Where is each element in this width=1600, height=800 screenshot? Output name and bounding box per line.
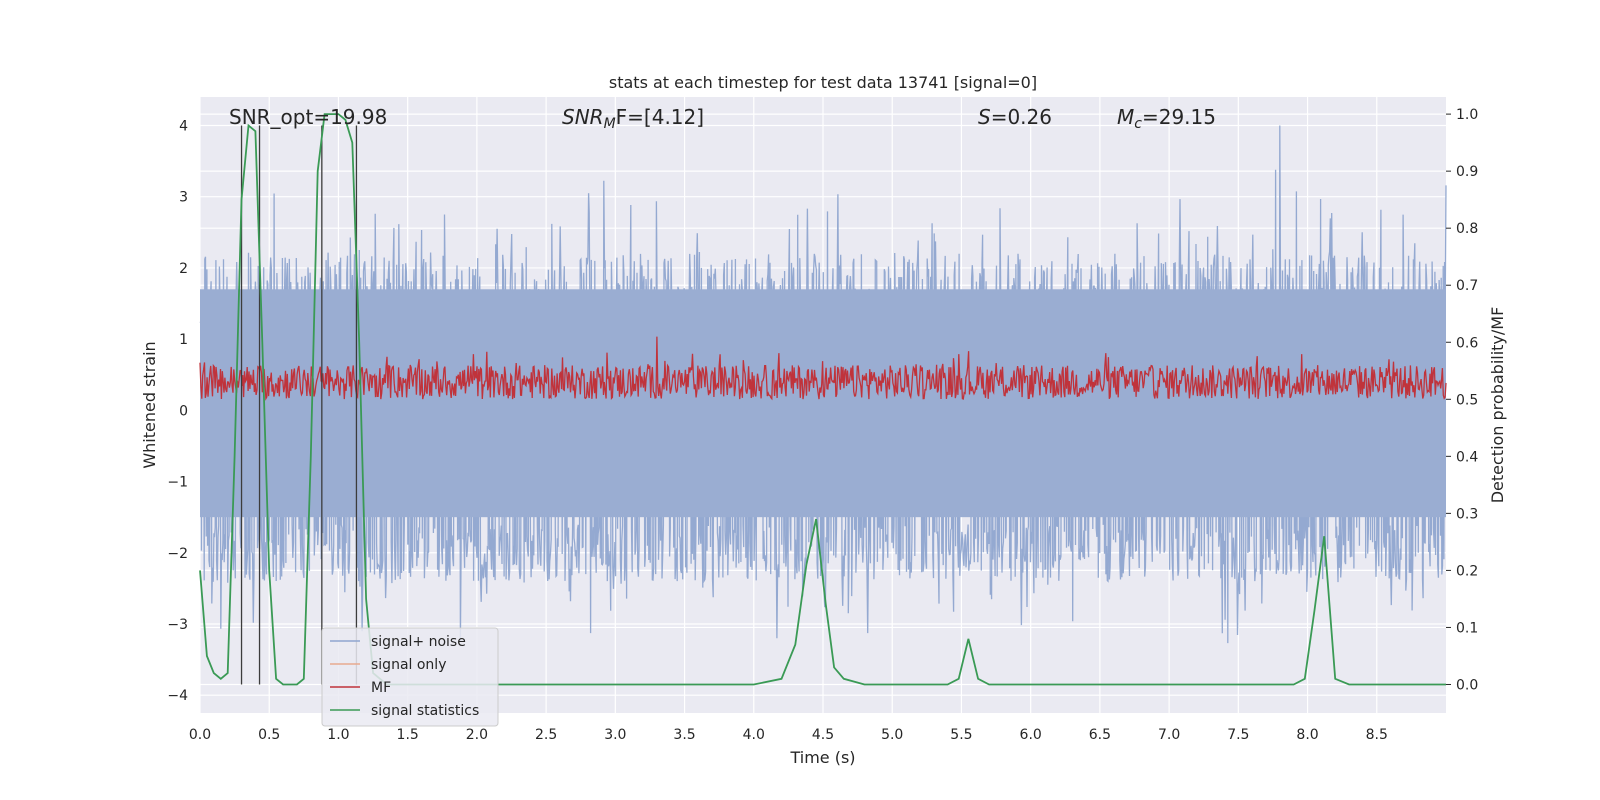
x-tick-label-8: 4.0 bbox=[743, 727, 765, 743]
x-tick-label-2: 1.0 bbox=[327, 727, 349, 743]
mf-series bbox=[199, 336, 1447, 401]
x-axis-label: Time (s) bbox=[789, 748, 855, 767]
y-left-tick-label-2: 2 bbox=[179, 261, 188, 277]
x-tick-label-3: 1.5 bbox=[397, 727, 419, 743]
legend-label-mf: MF bbox=[371, 680, 391, 696]
y-left-tick-label-8: −4 bbox=[167, 688, 188, 704]
y-left-tick-label-7: −3 bbox=[167, 617, 188, 633]
annotation-s: S=0.26 bbox=[978, 105, 1052, 129]
x-tick-label-5: 2.5 bbox=[535, 727, 557, 743]
y-right-tick-label-3: 0.7 bbox=[1456, 278, 1478, 294]
x-tick-label-17: 8.5 bbox=[1366, 727, 1388, 743]
y-left-tick-label-1: 3 bbox=[179, 190, 188, 206]
annotation-snr-opt: SNR_opt=19.98 bbox=[229, 105, 387, 129]
x-tick-label-13: 6.5 bbox=[1089, 727, 1111, 743]
signal-noise-band bbox=[200, 289, 1446, 518]
legend-label-signal-statistics: signal statistics bbox=[371, 703, 479, 719]
legend-box bbox=[321, 627, 499, 727]
annotation-snr-mf: SNRMF=[4.12] bbox=[562, 105, 704, 132]
y-axis-right-ticks: 1.0 0.9 0.8 0.7 0.6 0.5 0.4 0.3 0.2 0.1 0.0 bbox=[1446, 107, 1478, 693]
signal-statistics-series bbox=[199, 113, 1446, 686]
y-axis-left-label: Whitened strain bbox=[140, 341, 159, 468]
y-axis-right-label: Detection probability/MF bbox=[1488, 307, 1507, 504]
signal-statistics-line bbox=[199, 113, 1446, 686]
y-right-tick-label-7: 0.3 bbox=[1456, 506, 1478, 522]
y-right-tick-label-8: 0.2 bbox=[1456, 563, 1478, 579]
y-right-tick-label-0: 1.0 bbox=[1456, 107, 1478, 123]
x-tick-label-1: 0.5 bbox=[258, 727, 280, 743]
y-right-tick-label-1: 0.9 bbox=[1456, 164, 1478, 180]
x-axis-ticks: 0.0 0.5 1.0 1.5 2.0 2.5 3.0 3.5 4.0 4.5 5.0 5.5 6.0 6… bbox=[189, 727, 1388, 743]
x-tick-label-4: 2.0 bbox=[466, 727, 488, 743]
y-right-tick-label-5: 0.5 bbox=[1456, 392, 1478, 408]
y-left-tick-label-5: −1 bbox=[167, 475, 188, 491]
y-left-tick-label-0: 4 bbox=[179, 118, 188, 134]
signal-noise-series bbox=[199, 125, 1447, 644]
annotation-mc: Mc=29.15 bbox=[1117, 105, 1216, 132]
x-tick-label-15: 7.5 bbox=[1227, 727, 1249, 743]
legend-label-signal-only: signal only bbox=[371, 657, 446, 673]
chart-title: stats at each timestep for test data 137… bbox=[609, 73, 1037, 92]
y-right-tick-label-9: 0.1 bbox=[1456, 620, 1478, 636]
x-tick-label-16: 8.0 bbox=[1296, 727, 1318, 743]
x-tick-label-11: 5.5 bbox=[950, 727, 972, 743]
x-tick-label-7: 3.5 bbox=[673, 727, 695, 743]
x-tick-label-12: 6.0 bbox=[1020, 727, 1042, 743]
mf-line bbox=[199, 336, 1447, 401]
y-right-tick-label-10: 0.0 bbox=[1456, 677, 1478, 693]
legend: signal+ noise signal only MF signal stat… bbox=[321, 627, 499, 727]
x-tick-label-10: 5.0 bbox=[881, 727, 903, 743]
y-right-tick-label-2: 0.8 bbox=[1456, 221, 1478, 237]
x-tick-label-6: 3.0 bbox=[604, 727, 626, 743]
x-tick-label-0: 0.0 bbox=[189, 727, 211, 743]
y-right-tick-label-6: 0.4 bbox=[1456, 449, 1478, 465]
x-tick-label-14: 7.0 bbox=[1158, 727, 1180, 743]
y-left-tick-label-3: 1 bbox=[179, 332, 188, 348]
legend-label-signal-noise: signal+ noise bbox=[371, 634, 466, 650]
y-axis-left-ticks: 4 3 2 1 0 −1 −2 −3 −4 bbox=[167, 118, 188, 704]
y-left-tick-label-6: −2 bbox=[167, 546, 188, 562]
y-left-tick-label-4: 0 bbox=[179, 403, 188, 419]
y-right-tick-label-4: 0.6 bbox=[1456, 335, 1478, 351]
x-tick-label-9: 4.5 bbox=[812, 727, 834, 743]
